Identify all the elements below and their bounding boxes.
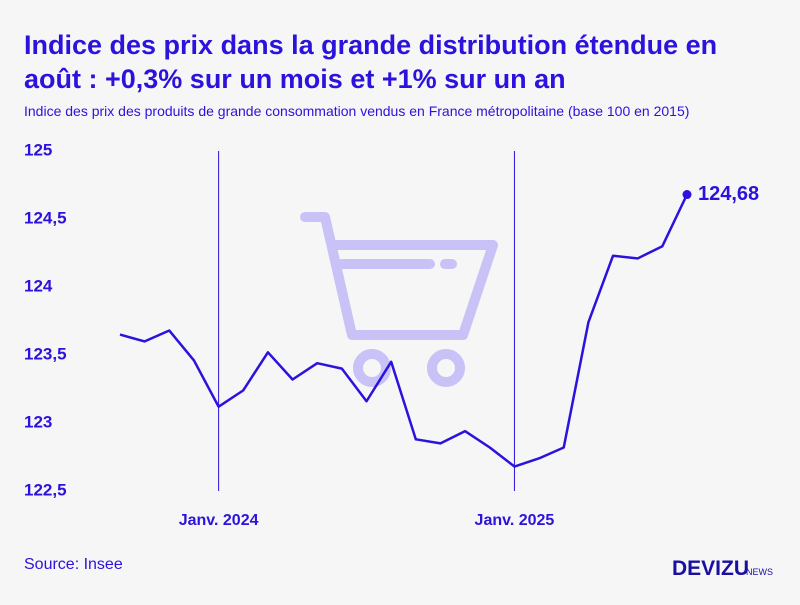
line-series [119,193,689,468]
chart-subtitle: Indice des prix des produits de grande c… [24,103,689,119]
end-point [682,190,692,200]
brand-suffix: NEWS [746,567,773,577]
brand: DEVIZU [672,557,749,580]
x-tick-label: Janv. 2024 [179,512,259,529]
cart-icon [300,212,498,387]
source: Source: Insee [24,556,123,573]
y-tick-label: 124 [24,276,53,295]
y-tick-label: 123 [24,412,52,431]
y-tick-label: 124,5 [24,208,67,227]
chart-title: Indice des prix dans la grande distribut… [24,30,717,60]
y-tick-label: 125 [24,140,52,159]
value-label: 124,68 [698,183,759,205]
y-tick-label: 122,5 [24,480,67,499]
x-tick-label: Janv. 2025 [475,512,555,529]
chart-title: août : +0,3% sur un mois et +1% sur un a… [24,64,566,94]
y-tick-label: 123,5 [24,344,67,363]
